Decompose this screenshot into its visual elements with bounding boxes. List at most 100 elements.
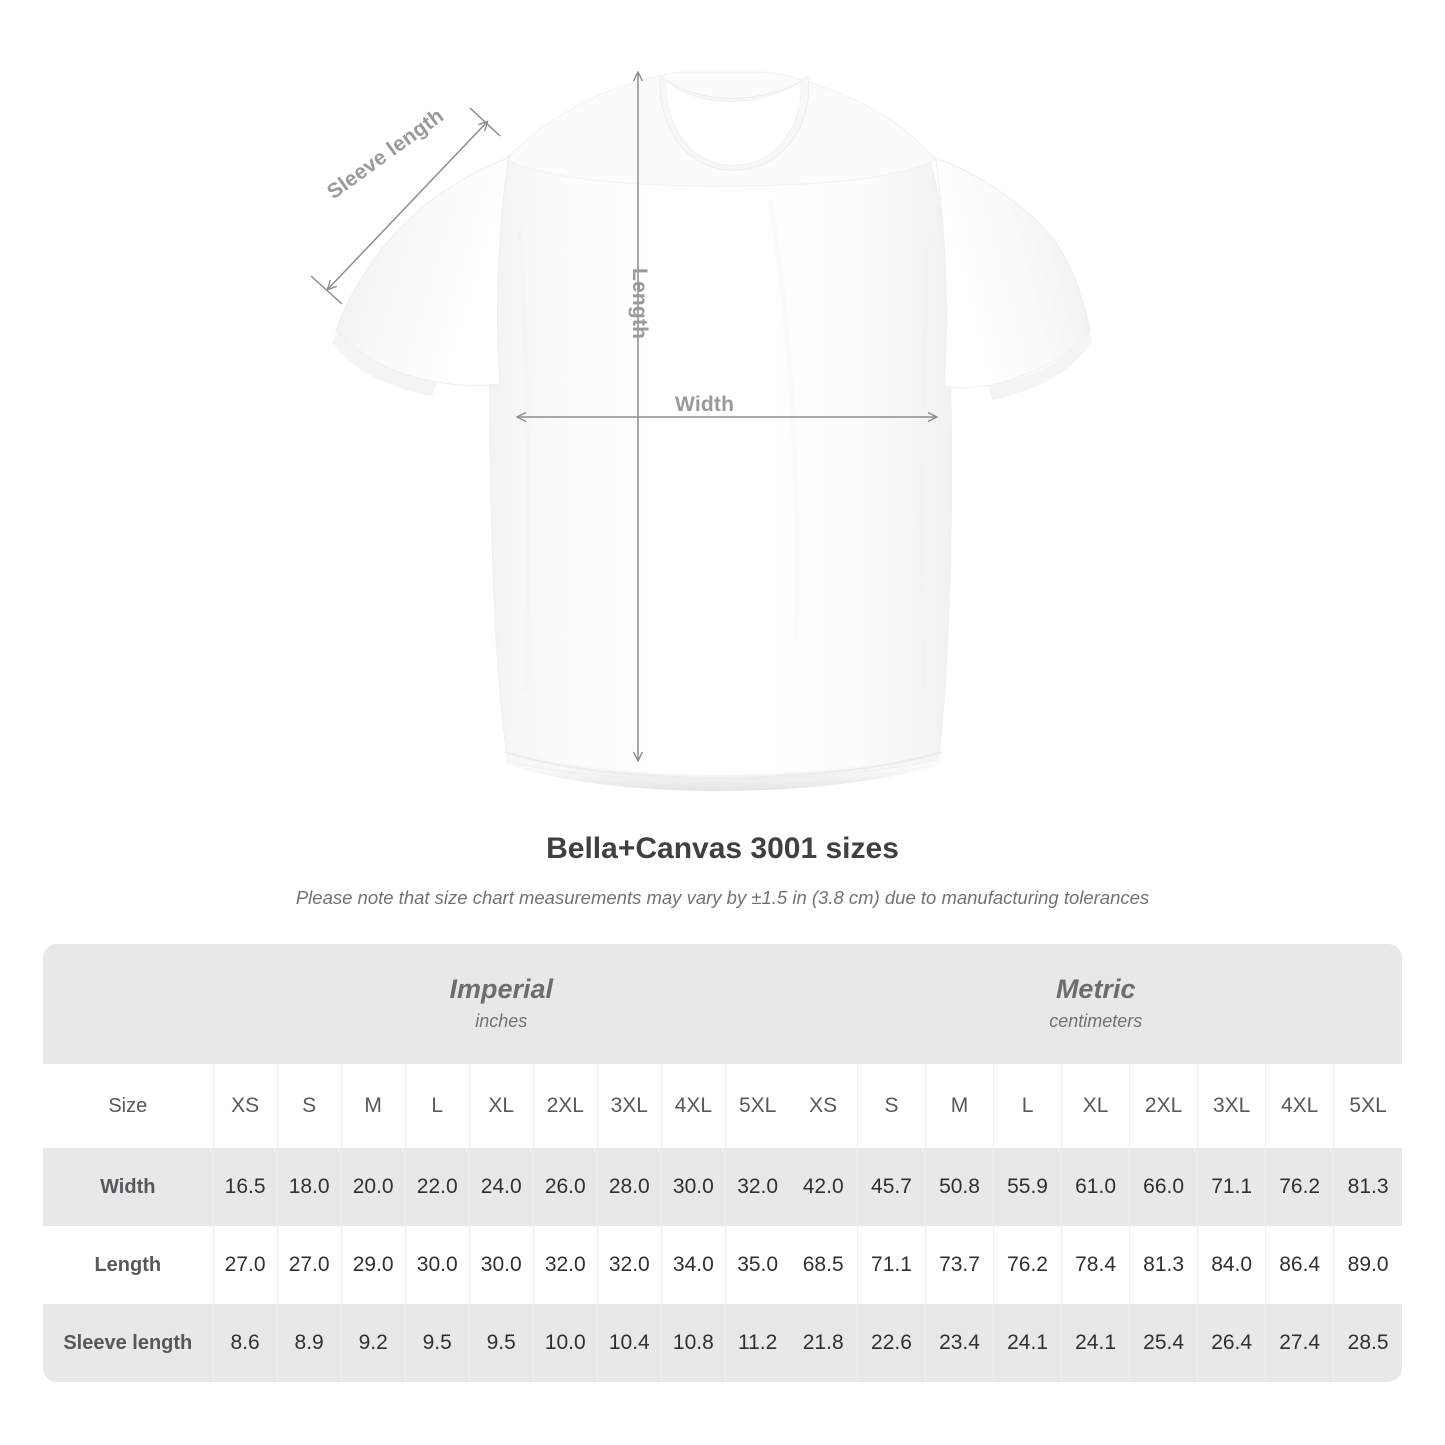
cell-length-imperial-l: 30.0 xyxy=(404,1226,470,1304)
size-col-imperial-5xl: 5XL xyxy=(724,1064,790,1148)
fabric-fold-lines xyxy=(518,199,932,691)
row-label-sleeve-length: Sleeve length xyxy=(43,1304,214,1382)
cell-width-metric-s: 45.7 xyxy=(856,1148,926,1226)
left-sleeve-group xyxy=(332,155,512,396)
cell-sleeve-metric-4xl: 27.4 xyxy=(1265,1304,1334,1382)
cell-sleeve-imperial-l: 9.5 xyxy=(404,1304,470,1382)
metric-unit-cell: Metric centimeters xyxy=(789,944,1402,1064)
sleeve-tick-top xyxy=(469,107,501,137)
cell-sleeve-metric-m: 23.4 xyxy=(924,1304,994,1382)
cell-length-metric-m: 73.7 xyxy=(924,1226,994,1304)
cell-width-metric-3xl: 71.1 xyxy=(1197,1148,1266,1226)
cell-width-imperial-3xl: 28.0 xyxy=(596,1148,662,1226)
cell-sleeve-imperial-3xl: 10.4 xyxy=(596,1304,662,1382)
cell-width-imperial-4xl: 30.0 xyxy=(660,1148,726,1226)
metric-subtitle: centimeters xyxy=(1049,1011,1143,1031)
size-col-metric-xl: XL xyxy=(1061,1064,1130,1148)
cell-width-imperial-m: 20.0 xyxy=(340,1148,406,1226)
cell-length-metric-3xl: 84.0 xyxy=(1197,1226,1266,1304)
cell-sleeve-imperial-s: 8.9 xyxy=(276,1304,342,1382)
size-col-metric-l: L xyxy=(993,1064,1062,1148)
cell-length-metric-s: 71.1 xyxy=(856,1226,926,1304)
size-col-imperial-2xl: 2XL xyxy=(532,1064,598,1148)
cell-width-metric-2xl: 66.0 xyxy=(1129,1148,1198,1226)
size-col-imperial-xl: XL xyxy=(468,1064,534,1148)
cell-sleeve-imperial-4xl: 10.8 xyxy=(660,1304,726,1382)
row-label-length: Length xyxy=(43,1226,214,1304)
cell-length-imperial-m: 29.0 xyxy=(340,1226,406,1304)
cell-sleeve-metric-s: 22.6 xyxy=(856,1304,926,1382)
cell-sleeve-imperial-xl: 9.5 xyxy=(468,1304,534,1382)
size-col-metric-s: S xyxy=(856,1064,926,1148)
cell-width-metric-4xl: 76.2 xyxy=(1265,1148,1334,1226)
tshirt-diagram: Sleeve length Length Width xyxy=(310,0,1092,791)
cell-length-imperial-2xl: 32.0 xyxy=(532,1226,598,1304)
metric-title: Metric xyxy=(1055,974,1136,1004)
page-title: Bella+Canvas 3001 sizes xyxy=(546,832,899,865)
cell-width-imperial-xs: 16.5 xyxy=(212,1148,278,1226)
cell-length-metric-xs: 68.5 xyxy=(789,1226,858,1304)
tolerance-note: Please note that size chart measurements… xyxy=(295,887,1150,908)
collar-group xyxy=(659,73,810,171)
size-col-imperial-s: S xyxy=(276,1064,342,1148)
size-col-imperial-4xl: 4XL xyxy=(660,1064,726,1148)
cell-sleeve-metric-l: 24.1 xyxy=(993,1304,1062,1382)
cell-sleeve-imperial-2xl: 10.0 xyxy=(532,1304,598,1382)
size-col-metric-m: M xyxy=(924,1064,994,1148)
cell-sleeve-imperial-m: 9.2 xyxy=(340,1304,406,1382)
size-col-imperial-m: M xyxy=(340,1064,406,1148)
shirt-body-group xyxy=(489,154,953,781)
cell-width-metric-xl: 61.0 xyxy=(1061,1148,1130,1226)
cell-width-imperial-l: 22.0 xyxy=(404,1148,470,1226)
cell-sleeve-imperial-5xl: 11.2 xyxy=(724,1304,790,1382)
cell-width-imperial-5xl: 32.0 xyxy=(724,1148,790,1226)
size-col-metric-xs: XS xyxy=(789,1064,858,1148)
cell-width-metric-5xl: 81.3 xyxy=(1333,1148,1402,1226)
tshirt-illustration xyxy=(310,0,1092,791)
cell-length-metric-xl: 78.4 xyxy=(1061,1226,1130,1304)
size-header-label: Size xyxy=(43,1064,214,1148)
size-col-metric-5xl: 5XL xyxy=(1333,1064,1402,1148)
cell-sleeve-metric-3xl: 26.4 xyxy=(1197,1304,1266,1382)
cell-width-imperial-xl: 24.0 xyxy=(468,1148,534,1226)
cell-length-imperial-xs: 27.0 xyxy=(212,1226,278,1304)
table-row-length: Length 27.0 27.0 29.0 30.0 30.0 32.0 32.… xyxy=(43,1226,1402,1304)
size-col-metric-4xl: 4XL xyxy=(1265,1064,1334,1148)
cell-sleeve-imperial-xs: 8.6 xyxy=(212,1304,278,1382)
size-col-imperial-3xl: 3XL xyxy=(596,1064,662,1148)
cell-length-imperial-xl: 30.0 xyxy=(468,1226,534,1304)
imperial-subtitle: inches xyxy=(475,1011,528,1031)
imperial-unit-cell: Imperial inches xyxy=(213,944,790,1064)
size-header-row: Size XS S M L XL 2XL 3XL 4XL 5XL XS S M … xyxy=(43,1064,1402,1148)
cell-length-metric-l: 76.2 xyxy=(993,1226,1062,1304)
size-chart-table-wrap: Imperial inches Metric centimeters Size … xyxy=(43,944,1402,1382)
table-row-width: Width 16.5 18.0 20.0 22.0 24.0 26.0 28.0… xyxy=(43,1148,1402,1226)
cell-width-metric-m: 50.8 xyxy=(924,1148,994,1226)
size-col-imperial-l: L xyxy=(404,1064,470,1148)
imperial-title: Imperial xyxy=(449,974,554,1004)
cell-length-metric-2xl: 81.3 xyxy=(1129,1226,1198,1304)
shirt-hem-group xyxy=(504,748,943,791)
cell-width-imperial-s: 18.0 xyxy=(276,1148,342,1226)
cell-length-imperial-5xl: 35.0 xyxy=(724,1226,790,1304)
cell-sleeve-metric-5xl: 28.5 xyxy=(1333,1304,1402,1382)
cell-sleeve-metric-xs: 21.8 xyxy=(789,1304,858,1382)
cell-length-metric-4xl: 86.4 xyxy=(1265,1226,1334,1304)
cell-width-imperial-2xl: 26.0 xyxy=(532,1148,598,1226)
table-row-sleeve-length: Sleeve length 8.6 8.9 9.2 9.5 9.5 10.0 1… xyxy=(43,1304,1402,1382)
row-label-width: Width xyxy=(43,1148,214,1226)
cell-width-metric-xs: 42.0 xyxy=(789,1148,858,1226)
cell-length-imperial-s: 27.0 xyxy=(276,1226,342,1304)
cell-length-imperial-4xl: 34.0 xyxy=(660,1226,726,1304)
cell-length-imperial-3xl: 32.0 xyxy=(596,1226,662,1304)
size-chart-table: Imperial inches Metric centimeters Size … xyxy=(43,944,1402,1382)
unit-banner-spacer xyxy=(43,944,214,1064)
sleeve-length-arrow xyxy=(328,122,487,289)
right-sleeve-group xyxy=(932,155,1092,400)
cell-length-metric-5xl: 89.0 xyxy=(1333,1226,1402,1304)
size-col-metric-2xl: 2XL xyxy=(1129,1064,1198,1148)
cell-sleeve-metric-xl: 24.1 xyxy=(1061,1304,1130,1382)
size-col-metric-3xl: 3XL xyxy=(1197,1064,1266,1148)
size-col-imperial-xs: XS xyxy=(212,1064,278,1148)
dimension-arrows xyxy=(310,73,936,760)
